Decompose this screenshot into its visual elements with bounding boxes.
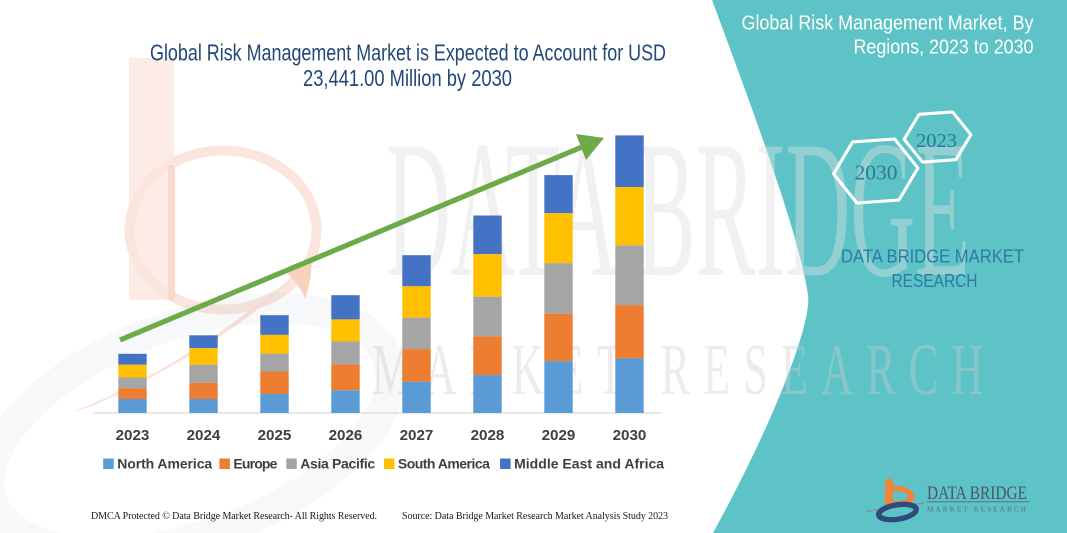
svg-text:2027: 2027 <box>400 427 434 444</box>
svg-text:DATA BRIDGE MARKET: DATA BRIDGE MARKET <box>841 246 1024 267</box>
svg-text:Regions, 2023 to 2030: Regions, 2023 to 2030 <box>854 36 1034 59</box>
svg-text:2023: 2023 <box>916 130 957 152</box>
svg-text:MARKET RESEARCH: MARKET RESEARCH <box>927 506 1026 514</box>
svg-text:2026: 2026 <box>329 427 363 444</box>
svg-text:RESEARCH: RESEARCH <box>892 270 978 291</box>
svg-text:North America: North America <box>117 456 212 472</box>
svg-text:2028: 2028 <box>471 427 505 444</box>
svg-text:Middle East and Africa: Middle East and Africa <box>514 456 664 472</box>
svg-text:2030: 2030 <box>855 161 898 185</box>
svg-text:Source: Data Bridge Market Res: Source: Data Bridge Market Research Mark… <box>402 511 668 522</box>
svg-text:MARKET RESEARCH: MARKET RESEARCH <box>372 330 997 411</box>
svg-text:2024: 2024 <box>187 427 221 444</box>
svg-text:2030: 2030 <box>613 427 647 444</box>
svg-text:Global Risk Management Market: Global Risk Management Market is Expecte… <box>150 40 666 66</box>
svg-text:Asia Pacific: Asia Pacific <box>300 456 375 472</box>
svg-text:2029: 2029 <box>542 427 576 444</box>
svg-text:DMCA Protected © Data Bridge M: DMCA Protected © Data Bridge Market Rese… <box>91 511 377 522</box>
svg-text:DATA BRIDGE: DATA BRIDGE <box>927 483 1027 504</box>
svg-text:Europe: Europe <box>233 456 277 472</box>
svg-text:South America: South America <box>398 456 490 472</box>
svg-text:2023: 2023 <box>116 427 150 444</box>
svg-text:Global Risk Management Market,: Global Risk Management Market, By <box>742 12 1035 35</box>
svg-text:2025: 2025 <box>258 427 292 444</box>
svg-text:23,441.00 Million by 2030: 23,441.00 Million by 2030 <box>303 65 512 91</box>
